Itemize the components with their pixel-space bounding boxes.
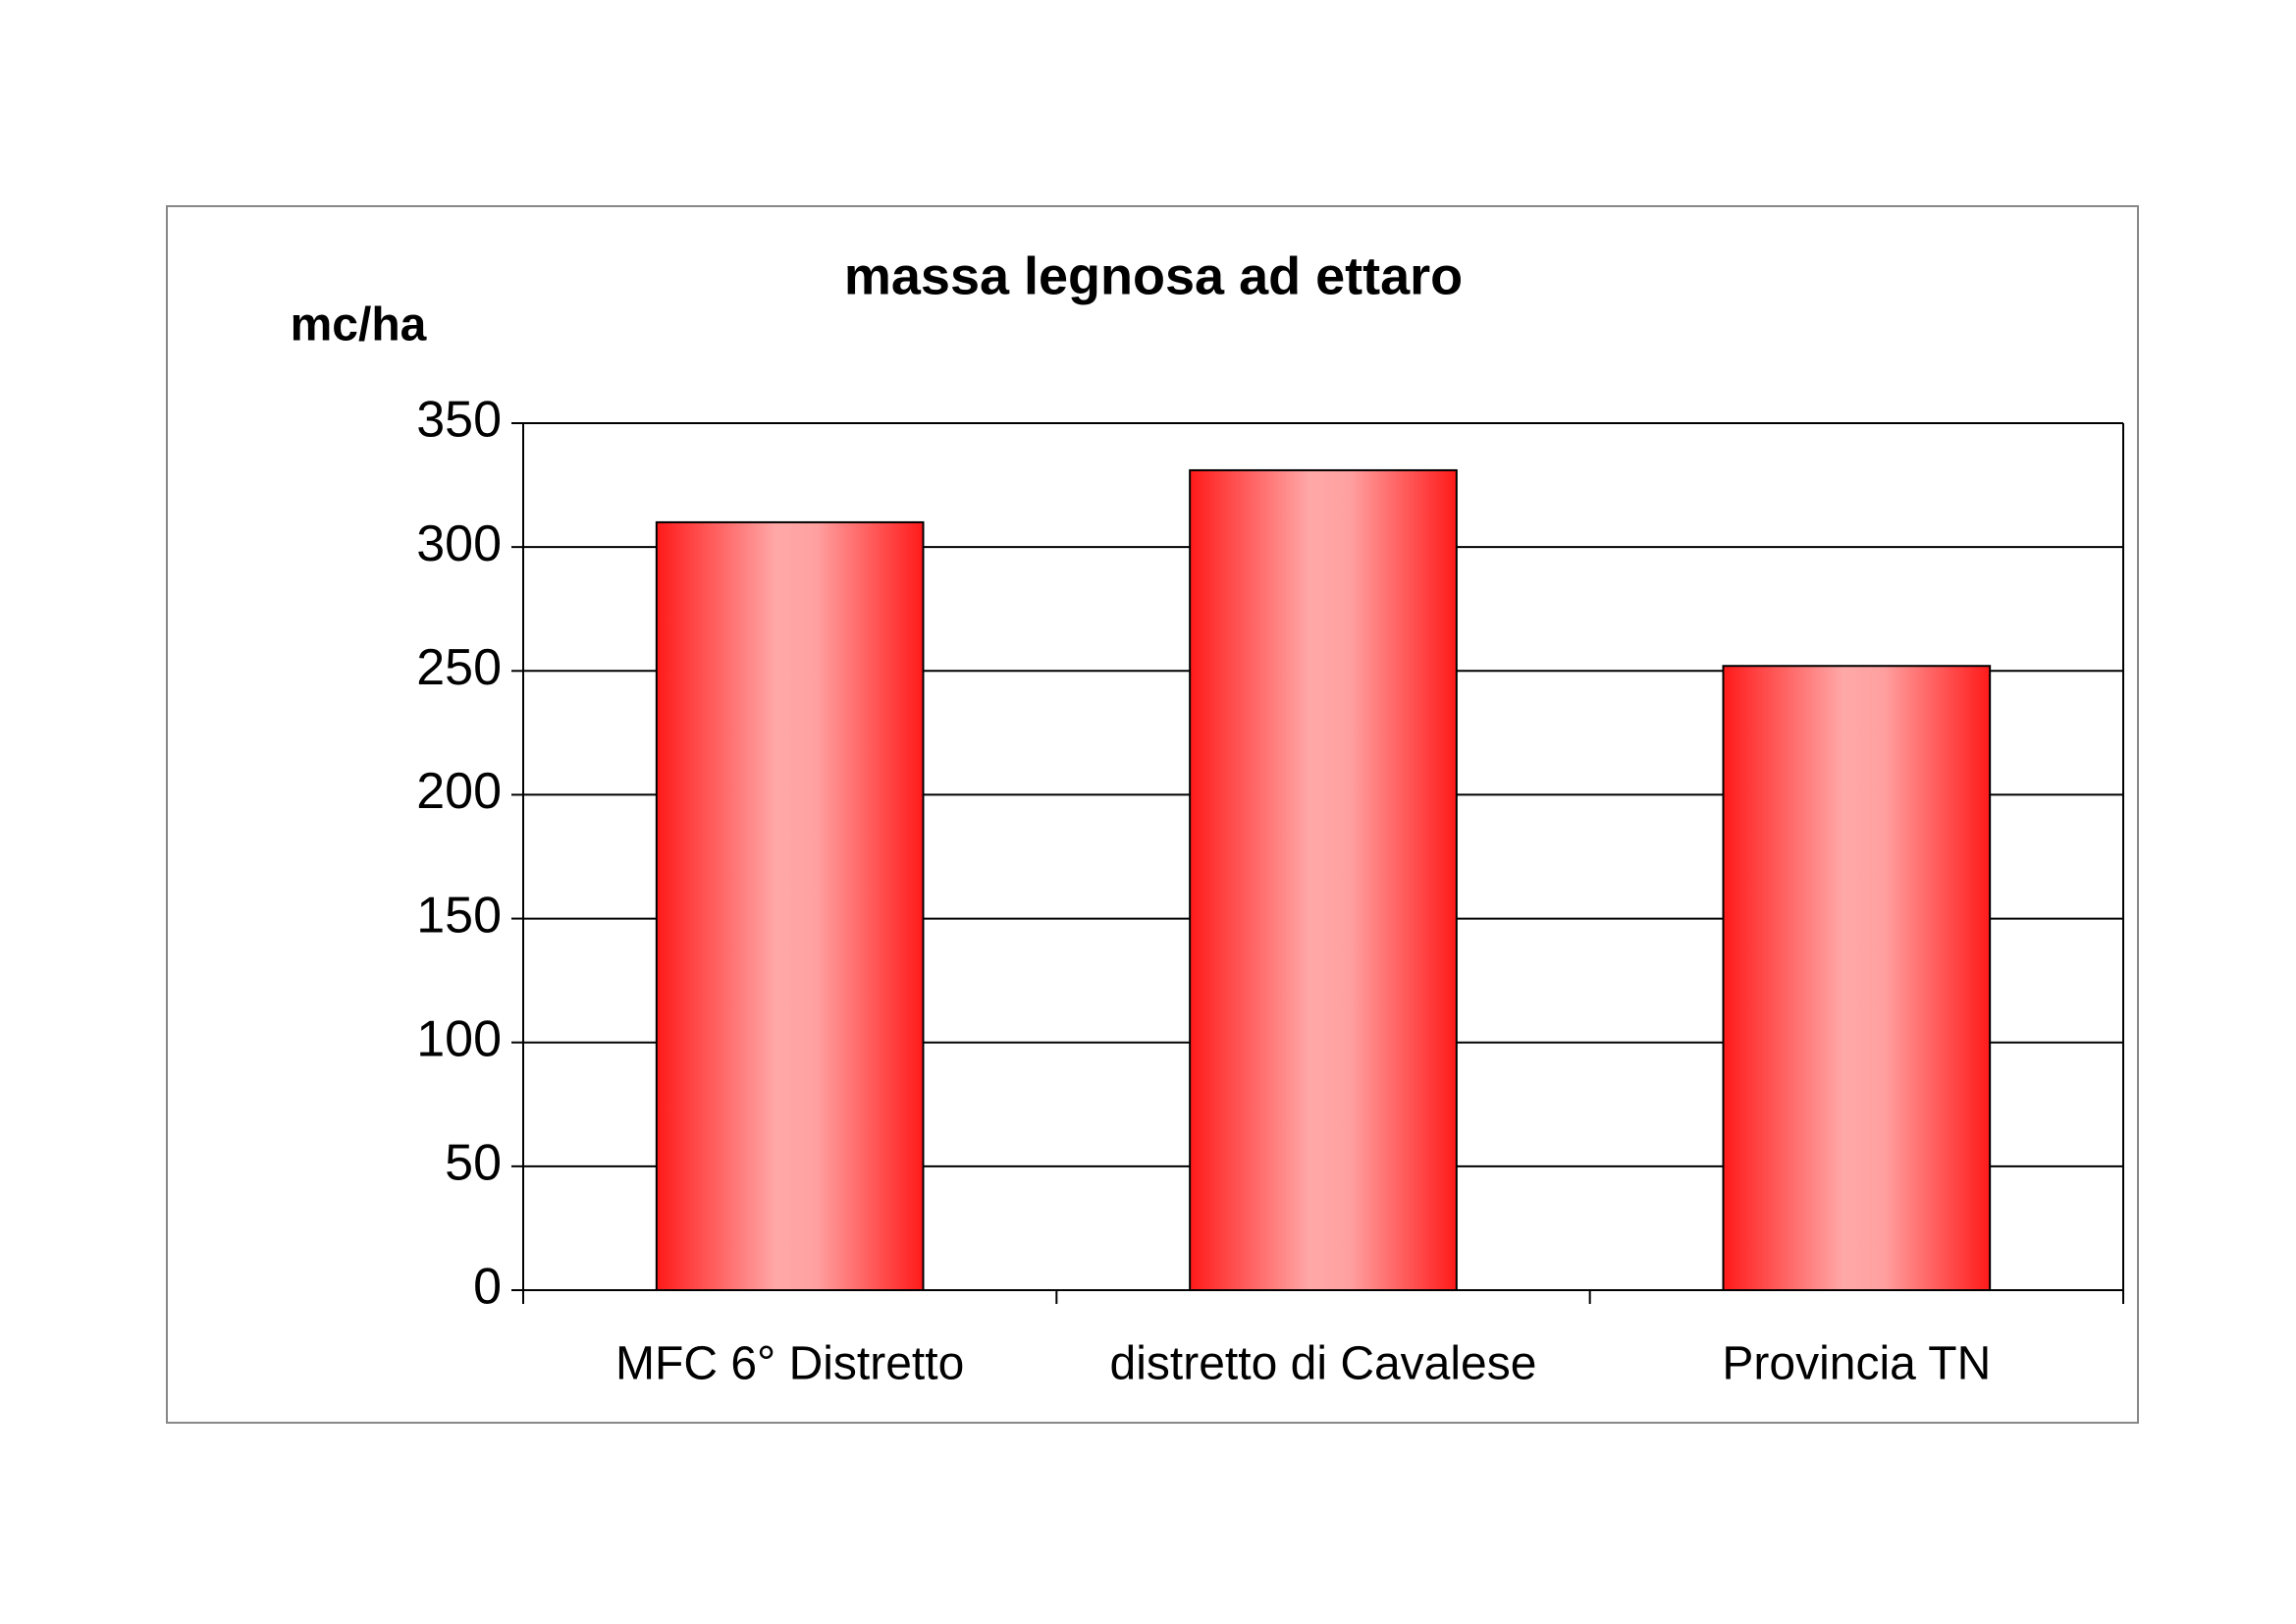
y-tick-label: 200 bbox=[416, 763, 502, 820]
x-tick-label: distretto di Cavalese bbox=[1110, 1338, 1537, 1390]
y-tick-label: 150 bbox=[416, 887, 502, 944]
y-tick-label: 300 bbox=[416, 515, 502, 572]
y-tick-label: 0 bbox=[473, 1259, 502, 1316]
y-tick-label: 100 bbox=[416, 1010, 502, 1067]
y-axis-label: mc/ha bbox=[291, 299, 427, 352]
chart-title: massa legnosa ad ettaro bbox=[844, 246, 1463, 305]
y-tick-label: 50 bbox=[445, 1135, 502, 1192]
y-tick-label: 350 bbox=[416, 392, 502, 449]
x-tick-label: MFC 6° Distretto bbox=[615, 1338, 964, 1390]
bar bbox=[655, 520, 925, 1291]
bar bbox=[1189, 468, 1458, 1292]
y-tick-label: 250 bbox=[416, 639, 502, 696]
x-tick-label: Provincia TN bbox=[1722, 1338, 1991, 1390]
bar bbox=[1722, 665, 1992, 1291]
